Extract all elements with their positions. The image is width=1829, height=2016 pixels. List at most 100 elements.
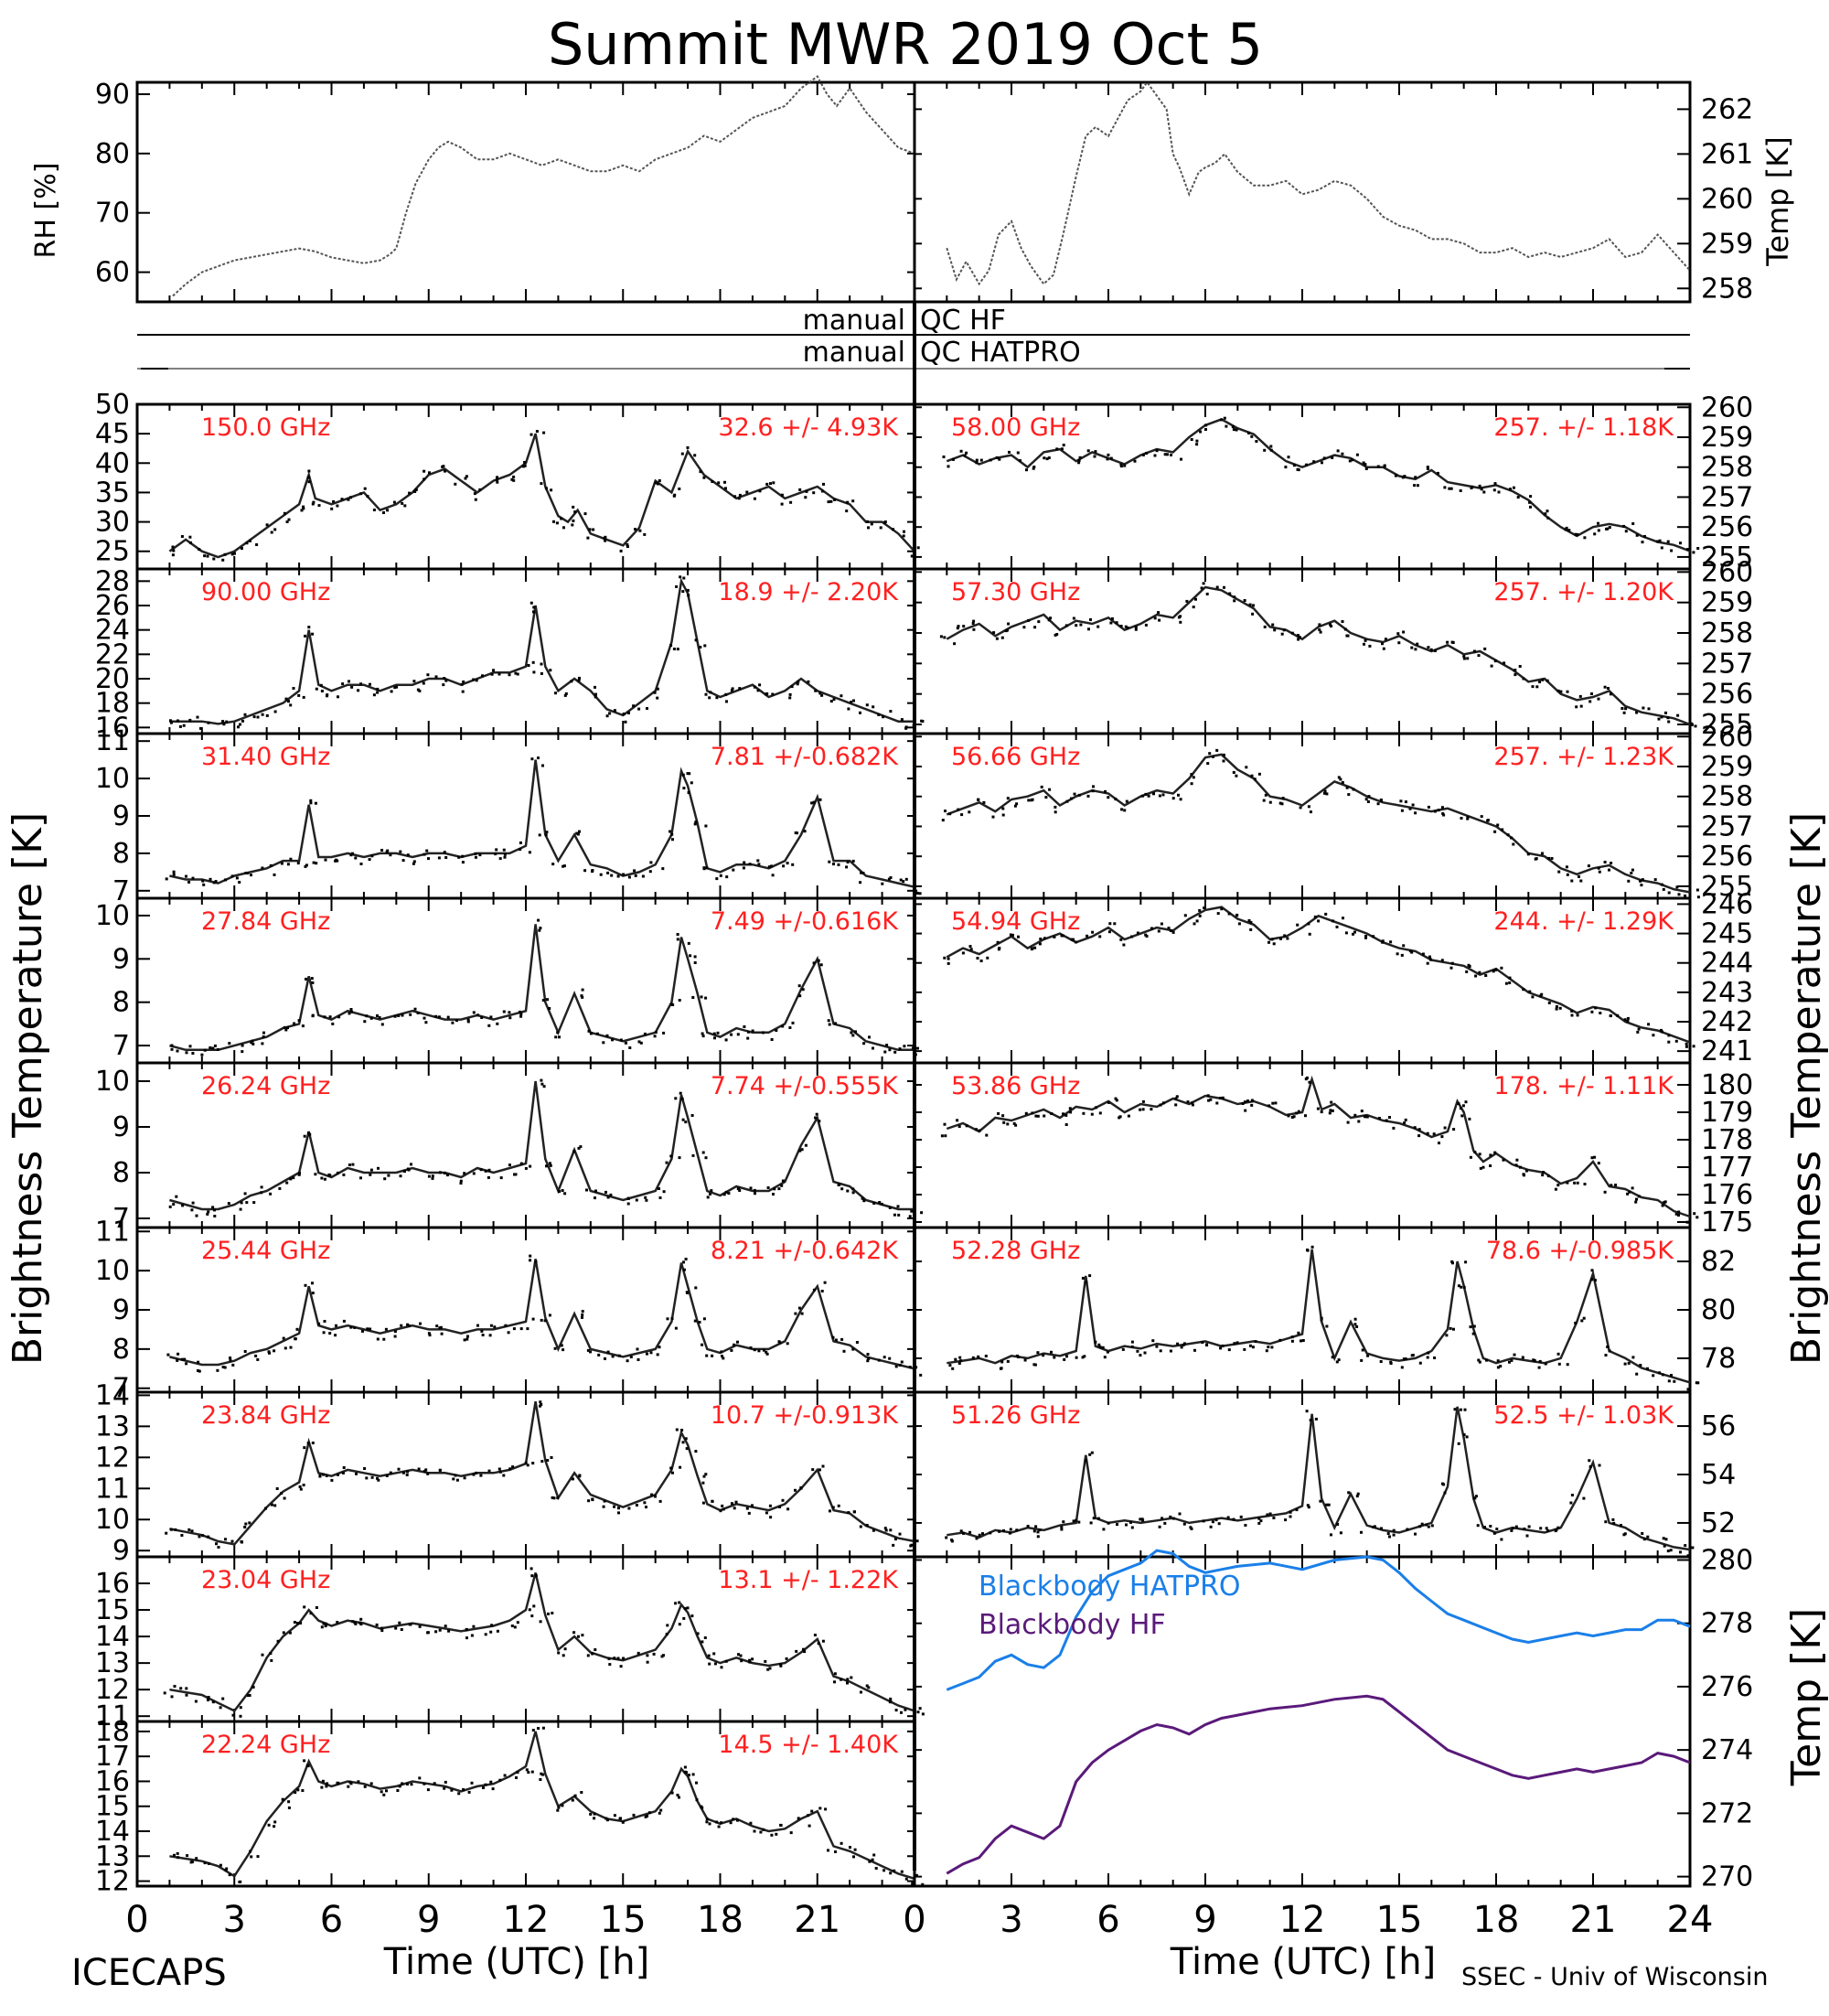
- data-point: [850, 701, 853, 703]
- data-point: [1077, 793, 1081, 797]
- data-point: [400, 1324, 403, 1327]
- data-point: [996, 940, 1000, 944]
- data-point: [1283, 934, 1287, 938]
- data-point: [186, 1854, 189, 1858]
- data-point: [262, 1035, 265, 1038]
- data-point: [1331, 456, 1334, 459]
- data-point: [1515, 1158, 1519, 1162]
- x-tick-label: 9: [1193, 1899, 1216, 1941]
- data-point: [754, 1192, 756, 1196]
- data-point: [1339, 1531, 1342, 1535]
- data-point: [1090, 1112, 1094, 1116]
- data-point: [431, 1176, 434, 1180]
- data-point: [1006, 1359, 1010, 1363]
- data-point: [1136, 931, 1139, 935]
- data-point: [700, 1805, 703, 1808]
- data-point: [1133, 459, 1137, 463]
- data-point: [1690, 723, 1694, 726]
- data-point: [409, 1013, 412, 1016]
- data-point: [636, 1347, 639, 1351]
- data-point: [1538, 681, 1542, 683]
- data-point: [1679, 1550, 1682, 1554]
- data-point: [604, 1357, 606, 1360]
- data-point: [224, 878, 228, 882]
- data-point: [292, 1176, 295, 1180]
- data-point: [1227, 1348, 1231, 1352]
- data-point: [1582, 1316, 1586, 1320]
- data-point: [317, 504, 321, 508]
- data-point: [695, 1781, 698, 1785]
- data-point: [585, 1188, 588, 1192]
- data-point: [1243, 1347, 1246, 1351]
- data-point: [209, 1046, 212, 1049]
- data-point: [490, 672, 494, 676]
- data-point: [166, 1353, 170, 1357]
- data-point: [397, 1014, 401, 1017]
- data-point: [278, 1186, 282, 1190]
- data-point: [979, 458, 983, 462]
- data-point: [1489, 1525, 1492, 1528]
- data-point: [1492, 970, 1495, 973]
- data-point: [1220, 907, 1224, 911]
- data-point: [1253, 777, 1257, 781]
- data-point: [1180, 1346, 1183, 1349]
- data-point: [529, 1259, 532, 1262]
- data-point: [658, 1196, 662, 1199]
- data-point: [1489, 1164, 1492, 1167]
- data-point: [1400, 1366, 1404, 1369]
- data-point: [770, 864, 774, 868]
- data-point: [984, 1355, 988, 1357]
- data-point: [465, 1337, 469, 1341]
- data-point: [554, 1035, 558, 1039]
- data-point: [1493, 830, 1497, 833]
- data-point: [892, 528, 894, 531]
- data-point: [961, 951, 965, 955]
- channel-label: 52.28 GHz: [951, 1237, 1080, 1265]
- data-point: [1241, 1102, 1245, 1105]
- data-point: [529, 433, 533, 436]
- data-point: [1062, 1112, 1065, 1116]
- data-point: [1096, 1517, 1100, 1520]
- data-point: [531, 1729, 535, 1732]
- data-point: [1305, 1410, 1309, 1413]
- data-point: [1662, 1537, 1665, 1540]
- data-point: [701, 1035, 705, 1038]
- data-point: [1036, 1114, 1040, 1118]
- data-point: [289, 1177, 293, 1181]
- data-point: [960, 813, 964, 817]
- data-point: [342, 1173, 346, 1176]
- data-point: [1199, 430, 1203, 434]
- data-point: [1608, 868, 1610, 872]
- data-point: [685, 1447, 689, 1451]
- data-point: [1508, 981, 1512, 984]
- data-point: [1318, 628, 1321, 631]
- data-point: [592, 528, 595, 531]
- data-point: [671, 838, 674, 842]
- data-point: [589, 1812, 593, 1816]
- data-point: [1267, 1104, 1271, 1108]
- data-point: [1449, 966, 1453, 970]
- data-point: [788, 692, 792, 696]
- series-line: [946, 80, 1691, 286]
- data-point: [811, 1468, 815, 1472]
- data-point: [1538, 1359, 1542, 1363]
- data-point: [1286, 937, 1289, 940]
- data-point: [807, 1814, 810, 1818]
- data-point: [342, 1319, 346, 1323]
- data-point: [862, 1042, 866, 1046]
- data-point: [959, 1359, 963, 1363]
- data-point: [1624, 530, 1628, 533]
- data-point: [1092, 785, 1095, 788]
- data-point: [1206, 1094, 1210, 1098]
- data-point: [172, 549, 176, 552]
- data-point: [606, 1350, 610, 1354]
- data-point: [387, 1174, 390, 1177]
- data-point: [246, 872, 250, 874]
- data-point: [399, 1174, 402, 1178]
- data-point: [690, 781, 693, 785]
- data-point: [1054, 633, 1057, 637]
- data-point: [1097, 1343, 1101, 1346]
- data-point: [213, 1208, 216, 1212]
- data-point: [1119, 463, 1123, 466]
